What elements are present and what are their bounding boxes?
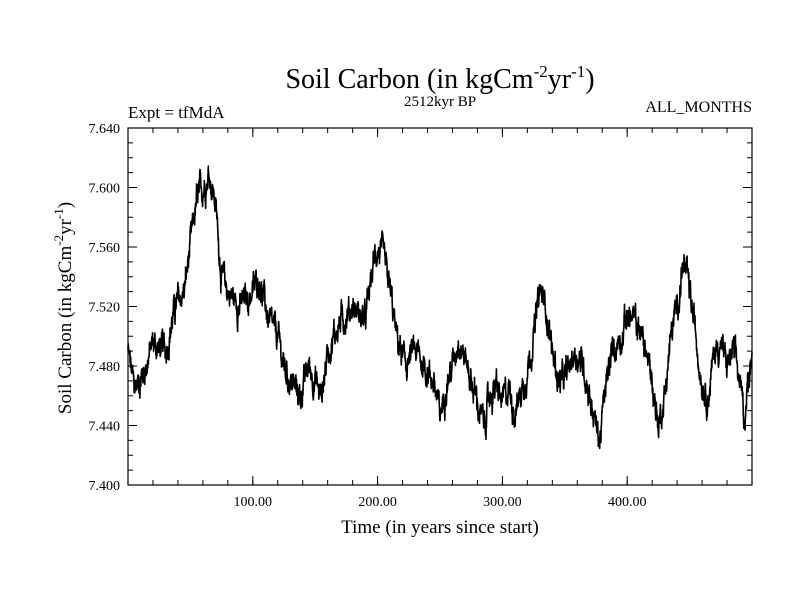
y-tick-label: 7.480	[89, 360, 121, 375]
axis-ticks	[128, 127, 752, 486]
months-label: ALL_MONTHS	[645, 99, 752, 116]
y-tick-label: 7.560	[89, 241, 121, 256]
y-tick-label: 7.440	[89, 420, 121, 435]
y-tick-label: 7.400	[89, 479, 121, 494]
x-tick-label: 300.00	[483, 495, 522, 510]
axis-tick-labels: 7.400 7.440 7.480 7.520 7.560 7.600 7.640 100.0…	[89, 122, 647, 510]
x-tick-label: 100.00	[234, 495, 273, 510]
x-tick-label: 400.00	[608, 495, 647, 510]
experiment-label: Expt = tfMdA	[128, 103, 225, 122]
chart-title: Soil Carbon (in kgCm-2yr-1)	[285, 62, 594, 95]
x-tick-label: 200.00	[358, 495, 397, 510]
y-tick-label: 7.600	[89, 182, 121, 197]
x-axis-label: Time (in years since start)	[341, 517, 539, 538]
y-tick-label: 7.520	[89, 301, 121, 316]
soil-carbon-series-line	[127, 165, 753, 450]
plot-frame	[127, 127, 753, 486]
y-axis-label: Soil Carbon (in kgCm-2yr-1)	[51, 202, 76, 414]
chart-subtitle: 2512kyr BP	[404, 94, 476, 110]
y-tick-label: 7.640	[89, 122, 121, 137]
